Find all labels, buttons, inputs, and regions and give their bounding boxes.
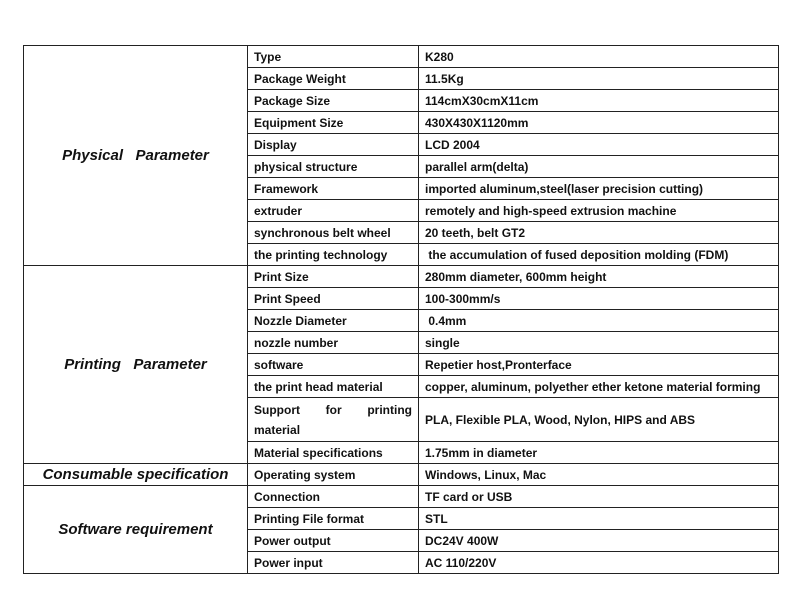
parameter-name: Equipment Size bbox=[247, 111, 419, 134]
parameter-name: Connection bbox=[247, 485, 419, 508]
table-row: Equipment Size 430X430X1120mm bbox=[24, 111, 779, 134]
parameter-name: Printing File format bbox=[247, 507, 419, 530]
parameter-value: 100-300mm/s bbox=[418, 287, 779, 310]
spec-table-body: Physical Parameter Type K280 Package Weight… bbox=[23, 45, 779, 574]
parameter-name: Print Size bbox=[247, 265, 419, 288]
parameter-value: Repetier host,Pronterface bbox=[418, 353, 779, 376]
group-label: Software requirement bbox=[23, 485, 248, 574]
parameter-value: single bbox=[418, 331, 779, 354]
group-label: Consumable specification bbox=[23, 463, 248, 486]
table-row: Material specifications 1.75mm in diamete… bbox=[24, 441, 779, 464]
table-row: Power input AC 110/220V bbox=[24, 551, 779, 574]
table-row: Power output DC24V 400W bbox=[24, 529, 779, 552]
parameter-name: the printing technology bbox=[247, 243, 419, 266]
spec-table: Physical Parameter Type K280 Package Weight… bbox=[23, 45, 779, 574]
table-row: Print Speed 100-300mm/s bbox=[24, 287, 779, 310]
parameter-value: AC 110/220V bbox=[418, 551, 779, 574]
parameter-value: LCD 2004 bbox=[418, 133, 779, 156]
parameter-value: TF card or USB bbox=[418, 485, 779, 508]
parameter-name: Package Weight bbox=[247, 67, 419, 90]
parameter-value: the accumulation of fused deposition mol… bbox=[418, 243, 779, 266]
parameter-value: K280 bbox=[418, 45, 779, 68]
table-row: Printing Parameter Print Size 280mm diamet… bbox=[23, 265, 779, 464]
parameter-name: Support for printing material bbox=[247, 397, 419, 442]
parameter-name: synchronous belt wheel bbox=[247, 221, 419, 244]
parameter-name: Display bbox=[247, 133, 419, 156]
parameter-name: Type bbox=[247, 45, 419, 68]
parameter-value: copper, aluminum, polyether ether ketone… bbox=[418, 375, 779, 398]
parameter-value: STL bbox=[418, 507, 779, 530]
table-row: the print head material copper, aluminum,… bbox=[24, 375, 779, 398]
parameter-value: 280mm diameter, 600mm height bbox=[418, 265, 779, 288]
table-row: Nozzle Diameter 0.4mm bbox=[24, 309, 779, 332]
table-row: Support for printing material PLA, Flexib… bbox=[24, 397, 779, 442]
parameter-value: DC24V 400W bbox=[418, 529, 779, 552]
parameter-value: 114cmX30cmX11cm bbox=[418, 89, 779, 112]
table-row: extruder remotely and high-speed extrusio… bbox=[24, 199, 779, 222]
parameter-value: 11.5Kg bbox=[418, 67, 779, 90]
parameter-name: Operating system bbox=[247, 463, 419, 486]
parameter-name: software bbox=[247, 353, 419, 376]
parameter-name: Power output bbox=[247, 529, 419, 552]
parameter-name: extruder bbox=[247, 199, 419, 222]
parameter-name: Print Speed bbox=[247, 287, 419, 310]
table-row: Software requirement Connection TF card or… bbox=[23, 485, 779, 574]
parameter-value: 430X430X1120mm bbox=[418, 111, 779, 134]
table-row: software Repetier host,Pronterface bbox=[24, 353, 779, 376]
parameter-value: parallel arm(delta) bbox=[418, 155, 779, 178]
parameter-value: 1.75mm in diameter bbox=[418, 441, 779, 464]
parameter-value: imported aluminum,steel(laser precision … bbox=[418, 177, 779, 200]
parameter-value: PLA, Flexible PLA, Wood, Nylon, HIPS and… bbox=[418, 397, 779, 442]
parameter-name: Material specifications bbox=[247, 441, 419, 464]
table-row: Physical Parameter Type K280 bbox=[23, 45, 779, 266]
parameter-name: Power input bbox=[247, 551, 419, 574]
parameter-value: remotely and high-speed extrusion machin… bbox=[418, 199, 779, 222]
parameter-name: Framework bbox=[247, 177, 419, 200]
parameter-name: nozzle number bbox=[247, 331, 419, 354]
parameter-value: 0.4mm bbox=[418, 309, 779, 332]
group-label: Printing Parameter bbox=[23, 265, 248, 464]
table-row: synchronous belt wheel 20 teeth, belt GT2 bbox=[24, 221, 779, 244]
parameter-name: Nozzle Diameter bbox=[247, 309, 419, 332]
table-row: Framework imported aluminum,steel(laser p… bbox=[24, 177, 779, 200]
table-row: Consumable specification Operating system… bbox=[23, 463, 779, 486]
parameter-name: the print head material bbox=[247, 375, 419, 398]
table-row: nozzle number single bbox=[24, 331, 779, 354]
group-label: Physical Parameter bbox=[23, 45, 248, 266]
parameter-name: Package Size bbox=[247, 89, 419, 112]
parameter-value: Windows, Linux, Mac bbox=[418, 463, 779, 486]
parameter-name: physical structure bbox=[247, 155, 419, 178]
parameter-value: 20 teeth, belt GT2 bbox=[418, 221, 779, 244]
table-row: the printing technology the accumulation… bbox=[24, 243, 779, 266]
